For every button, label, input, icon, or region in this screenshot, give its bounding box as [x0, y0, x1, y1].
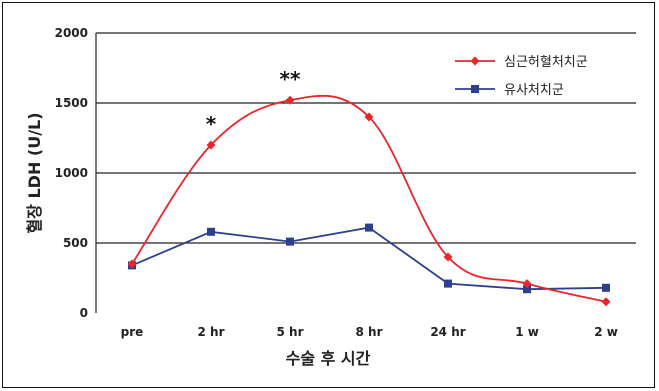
y-tick-label: 0: [80, 306, 88, 320]
x-tick-label: 1 w: [515, 325, 539, 339]
series-line: [131, 226, 607, 291]
data-point: [602, 283, 610, 292]
annotations: ***: [206, 67, 301, 136]
data-point: [285, 95, 295, 105]
x-tick-label: 2 hr: [198, 325, 225, 339]
data-point: [364, 112, 374, 122]
data-point: [206, 140, 216, 150]
data-point: [443, 252, 453, 262]
legend-entry: 심근허혈처치군: [455, 55, 588, 70]
y-axis-title: 혈장 LDH (U/L): [25, 112, 44, 233]
data-point: [207, 227, 215, 236]
data-point: [601, 297, 611, 307]
y-tick-label: 500: [63, 236, 88, 250]
x-tick-label: 5 hr: [277, 325, 304, 339]
y-tick-label: 2000: [55, 26, 88, 40]
data-point: [523, 285, 531, 294]
series-line: [131, 94, 607, 303]
x-tick-label: pre: [121, 325, 144, 339]
x-tick-label: 8 hr: [356, 325, 383, 339]
x-tick-label: 24 hr: [430, 325, 465, 339]
chart-frame: [2, 2, 655, 388]
significance-mark: **: [280, 67, 301, 91]
x-axis-title: 수술 후 시간: [286, 349, 371, 368]
legend-entry: 유사처치군: [455, 83, 564, 98]
y-tick-label: 1000: [55, 166, 88, 180]
series-심근허혈처치군: [127, 94, 611, 307]
significance-mark: *: [206, 112, 217, 136]
data-point: [365, 223, 373, 232]
data-point: [522, 279, 532, 289]
data-point: [444, 279, 452, 288]
data-point: [127, 259, 137, 269]
series-유사처치군: [128, 223, 610, 294]
data-point: [470, 56, 480, 66]
x-tick-label: 2 w: [594, 325, 618, 339]
legend-label: 심근허혈처치군: [504, 55, 588, 70]
series: [127, 94, 611, 307]
data-point: [286, 237, 294, 246]
x-tick-labels: pre 2 hr 5 hr 8 hr 24 hr 1 w 2 w: [121, 325, 618, 339]
y-tick-label: 1500: [55, 96, 88, 110]
data-point: [471, 85, 479, 93]
y-tick-labels: 0 500 1000 1500 2000: [55, 26, 88, 320]
legend-label: 유사처치군: [504, 83, 564, 98]
